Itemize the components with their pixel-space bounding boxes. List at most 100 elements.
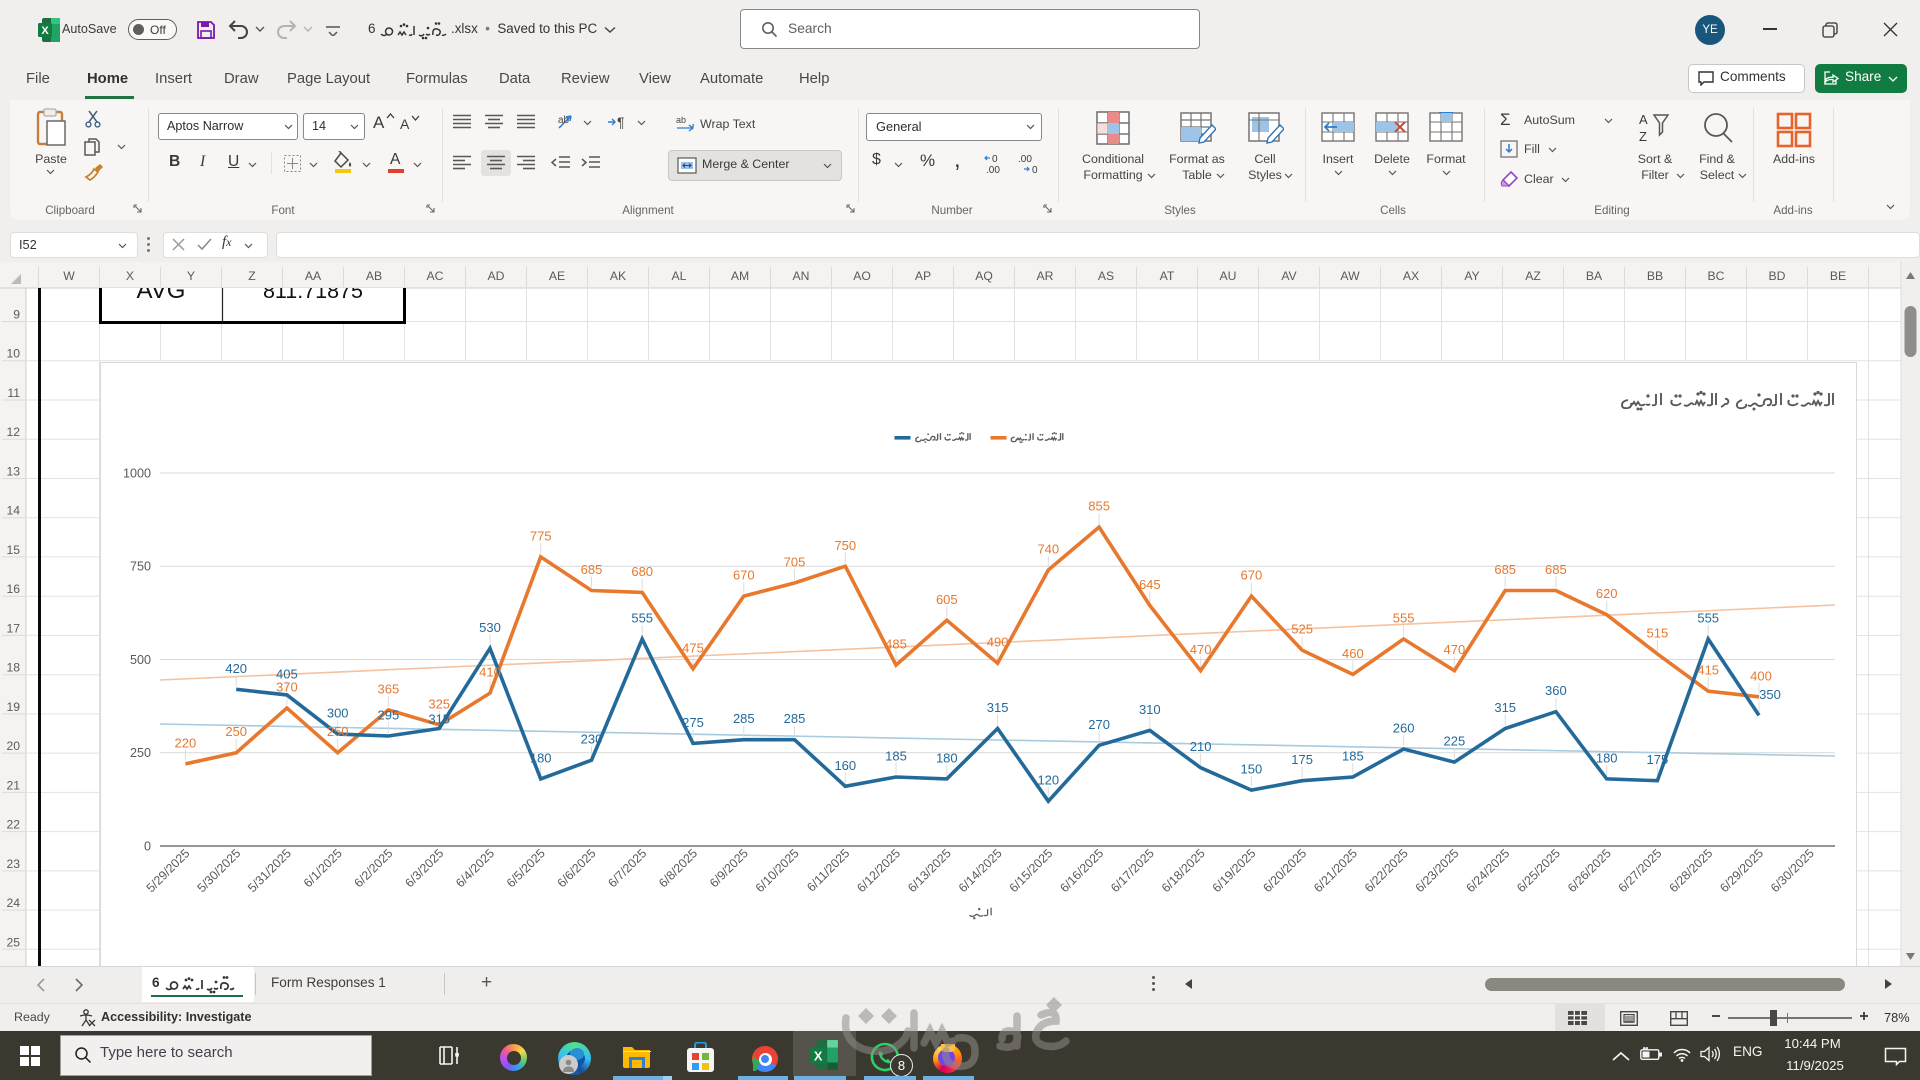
svg-text:1000: 1000 xyxy=(123,466,151,480)
svg-text:6/30/2025: 6/30/2025 xyxy=(1768,846,1817,895)
svg-text:AS: AS xyxy=(1098,269,1114,283)
svg-text:10: 10 xyxy=(6,347,20,361)
svg-text:6/17/2025: 6/17/2025 xyxy=(1108,846,1157,895)
svg-text:AB: AB xyxy=(366,269,382,283)
svg-text:175: 175 xyxy=(1647,752,1669,767)
svg-text:855: 855 xyxy=(1088,499,1110,514)
svg-text:AA: AA xyxy=(305,269,322,283)
svg-text:6/28/2025: 6/28/2025 xyxy=(1666,846,1715,895)
svg-text:AVG: AVG xyxy=(137,277,186,304)
svg-text:17: 17 xyxy=(6,621,20,635)
svg-text:555: 555 xyxy=(1697,611,1719,626)
svg-text:AD: AD xyxy=(488,269,505,283)
svg-text:0: 0 xyxy=(992,154,998,165)
svg-text:6/4/2025: 6/4/2025 xyxy=(453,846,497,890)
svg-text:11: 11 xyxy=(7,386,20,400)
svg-text:220: 220 xyxy=(175,735,197,750)
svg-text:260: 260 xyxy=(1393,721,1415,736)
svg-text:315: 315 xyxy=(987,700,1009,715)
svg-text:AP: AP xyxy=(915,269,931,283)
svg-text:6/21/2025: 6/21/2025 xyxy=(1311,846,1360,895)
svg-text:AZ: AZ xyxy=(1525,269,1541,283)
svg-text:310: 310 xyxy=(1139,702,1161,717)
svg-text:6/26/2025: 6/26/2025 xyxy=(1565,846,1614,895)
svg-text:BD: BD xyxy=(1769,269,1786,283)
svg-text:460: 460 xyxy=(1342,646,1364,661)
svg-text:530: 530 xyxy=(479,620,501,635)
svg-text:23: 23 xyxy=(6,857,20,871)
svg-text:AC: AC xyxy=(427,269,444,283)
svg-text:0: 0 xyxy=(1032,165,1038,175)
svg-text:22: 22 xyxy=(6,818,20,832)
svg-text:500: 500 xyxy=(130,653,151,667)
svg-text:.00: .00 xyxy=(986,165,1000,175)
svg-text:285: 285 xyxy=(733,711,755,726)
svg-text:6/15/2025: 6/15/2025 xyxy=(1007,846,1056,895)
svg-text:6/29/2025: 6/29/2025 xyxy=(1717,846,1766,895)
svg-text:120: 120 xyxy=(1037,773,1059,788)
svg-text:AX: AX xyxy=(1403,269,1419,283)
svg-text:750: 750 xyxy=(130,560,151,574)
svg-text:Z: Z xyxy=(1639,129,1647,144)
svg-text:BE: BE xyxy=(1830,269,1846,283)
svg-text:350: 350 xyxy=(1759,687,1781,702)
svg-text:555: 555 xyxy=(1393,611,1415,626)
svg-text:BB: BB xyxy=(1647,269,1663,283)
svg-text:185: 185 xyxy=(1342,749,1364,764)
svg-text:20: 20 xyxy=(6,739,20,753)
svg-text:150: 150 xyxy=(1241,762,1263,777)
svg-text:485: 485 xyxy=(885,637,907,652)
svg-text:685: 685 xyxy=(1494,562,1516,577)
svg-text:13: 13 xyxy=(6,465,20,479)
svg-text:315: 315 xyxy=(1494,700,1516,715)
svg-text:AV: AV xyxy=(1281,269,1297,283)
svg-text:W: W xyxy=(63,269,75,283)
svg-text:5/30/2025: 5/30/2025 xyxy=(194,846,243,895)
svg-text:AR: AR xyxy=(1037,269,1054,283)
svg-text:24: 24 xyxy=(6,896,20,910)
svg-text:6/16/2025: 6/16/2025 xyxy=(1057,846,1106,895)
svg-text:19: 19 xyxy=(6,700,20,714)
svg-text:620: 620 xyxy=(1596,586,1618,601)
svg-text:6/2/2025: 6/2/2025 xyxy=(352,846,396,890)
svg-text:250: 250 xyxy=(327,724,349,739)
svg-text:5/29/2025: 5/29/2025 xyxy=(144,846,193,895)
svg-text:685: 685 xyxy=(581,562,603,577)
svg-text:X: X xyxy=(126,269,134,283)
svg-text:A: A xyxy=(1639,112,1648,127)
svg-text:285: 285 xyxy=(784,711,806,726)
svg-text:250: 250 xyxy=(225,724,247,739)
svg-text:6/7/2025: 6/7/2025 xyxy=(605,846,649,890)
svg-text:6/23/2025: 6/23/2025 xyxy=(1413,846,1462,895)
svg-text:6/25/2025: 6/25/2025 xyxy=(1514,846,1563,895)
svg-text:6/13/2025: 6/13/2025 xyxy=(905,846,954,895)
svg-text:420: 420 xyxy=(225,661,247,676)
svg-text:BA: BA xyxy=(1586,269,1603,283)
svg-text:475: 475 xyxy=(682,640,704,655)
svg-text:175: 175 xyxy=(1291,752,1313,767)
svg-text:¶: ¶ xyxy=(617,114,625,130)
svg-text:415: 415 xyxy=(1697,663,1719,678)
svg-text:645: 645 xyxy=(1139,577,1161,592)
svg-text:21: 21 xyxy=(6,778,20,792)
svg-text:185: 185 xyxy=(885,749,907,764)
svg-text:6/5/2025: 6/5/2025 xyxy=(504,846,548,890)
svg-text:15: 15 xyxy=(6,543,20,557)
svg-text:16: 16 xyxy=(6,582,20,596)
svg-text:6/12/2025: 6/12/2025 xyxy=(854,846,903,895)
svg-text:18: 18 xyxy=(6,661,20,675)
svg-text:605: 605 xyxy=(936,592,958,607)
svg-text:180: 180 xyxy=(1596,750,1618,765)
svg-text:6/9/2025: 6/9/2025 xyxy=(707,846,751,890)
svg-text:9: 9 xyxy=(13,308,20,322)
svg-text:6/18/2025: 6/18/2025 xyxy=(1159,846,1208,895)
svg-text:6/3/2025: 6/3/2025 xyxy=(402,846,446,890)
svg-text:360: 360 xyxy=(1545,683,1567,698)
svg-text:365: 365 xyxy=(378,681,400,696)
svg-text:6/1/2025: 6/1/2025 xyxy=(301,846,345,890)
svg-text:525: 525 xyxy=(1291,622,1313,637)
svg-text:405: 405 xyxy=(276,666,298,681)
svg-text:515: 515 xyxy=(1647,625,1669,640)
svg-text:225: 225 xyxy=(1444,734,1466,749)
svg-text:230: 230 xyxy=(581,732,603,747)
